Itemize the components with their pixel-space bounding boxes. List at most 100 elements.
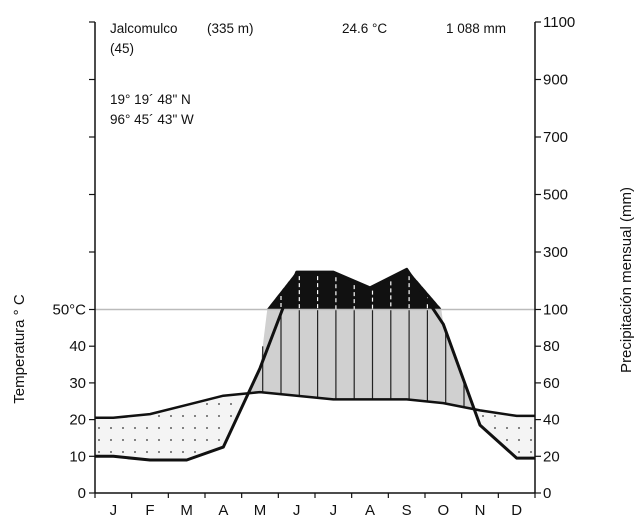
dry-dot xyxy=(218,439,220,441)
left-tick-label: 50°C xyxy=(52,302,86,319)
dry-dot xyxy=(134,427,136,429)
right-tick-label: 700 xyxy=(543,129,568,146)
dry-dot xyxy=(146,427,148,429)
dry-dot xyxy=(206,415,208,417)
right-tick-label: 300 xyxy=(543,244,568,261)
right-tick-label: 60 xyxy=(543,375,560,392)
dry-season-dots xyxy=(98,403,532,453)
dry-dot xyxy=(158,415,160,417)
left-tick-label: 0 xyxy=(78,485,86,502)
dry-dot xyxy=(182,415,184,417)
dry-dot xyxy=(518,439,520,441)
humid-season-fill xyxy=(249,309,474,410)
right-tick-label: 900 xyxy=(543,72,568,89)
dry-dot xyxy=(158,427,160,429)
month-label: F xyxy=(145,502,154,517)
dry-dot xyxy=(170,427,172,429)
dry-dot xyxy=(146,451,148,453)
month-label: S xyxy=(402,502,412,517)
dry-dot xyxy=(110,439,112,441)
precipitation-line xyxy=(95,267,535,462)
dry-dot xyxy=(494,427,496,429)
left-tick-label: 20 xyxy=(69,412,86,429)
dry-dot xyxy=(518,427,520,429)
left-tick-label: 30 xyxy=(69,375,86,392)
month-label: J xyxy=(330,502,338,517)
left-tick-label: 40 xyxy=(69,338,86,355)
dry-dot xyxy=(122,451,124,453)
month-label: M xyxy=(254,502,267,517)
right-tick-label: 100 xyxy=(543,302,568,319)
station-name: Jalcomulco xyxy=(110,21,178,36)
dry-dot xyxy=(518,451,520,453)
left-axis-title: Temperatura ° C xyxy=(11,294,28,404)
month-label: J xyxy=(293,502,301,517)
humid-season-area xyxy=(249,309,474,410)
right-tick-label: 0 xyxy=(543,485,551,502)
dry-season-fill xyxy=(95,393,535,460)
month-label: A xyxy=(218,502,228,517)
dry-dot xyxy=(506,427,508,429)
dry-dot xyxy=(122,427,124,429)
station-years: (45) xyxy=(110,41,134,56)
mean-temperature: 24.6 °C xyxy=(342,21,387,36)
month-label: A xyxy=(365,502,375,517)
right-axis-ticks: 0 20 40 60 80 100 300 500 700 900 1100 xyxy=(535,14,575,502)
month-label: O xyxy=(437,502,449,517)
left-tick-label: 10 xyxy=(69,448,86,465)
dry-dot xyxy=(218,427,220,429)
dry-dot xyxy=(506,439,508,441)
dry-dot xyxy=(134,451,136,453)
right-tick-label: 40 xyxy=(543,412,560,429)
dry-dot xyxy=(530,427,532,429)
dry-dot xyxy=(110,427,112,429)
right-tick-label: 500 xyxy=(543,187,568,204)
dry-dot xyxy=(170,439,172,441)
dry-dot xyxy=(182,451,184,453)
dry-dot xyxy=(194,427,196,429)
month-label: N xyxy=(475,502,486,517)
right-tick-label: 20 xyxy=(543,448,560,465)
dry-dot xyxy=(530,451,532,453)
dry-dot xyxy=(218,415,220,417)
dry-dot xyxy=(230,403,232,405)
month-label: J xyxy=(110,502,118,517)
dry-dot xyxy=(182,427,184,429)
right-axis-title: Precipitación mensual (mm) xyxy=(618,187,635,373)
month-label: M xyxy=(180,502,193,517)
dry-dot xyxy=(158,439,160,441)
dry-dot xyxy=(206,427,208,429)
dry-dot xyxy=(146,439,148,441)
dry-dot xyxy=(230,415,232,417)
station-elevation: (335 m) xyxy=(207,21,254,36)
dry-dot xyxy=(182,439,184,441)
dry-dot xyxy=(98,427,100,429)
dry-dot xyxy=(158,451,160,453)
dry-dot xyxy=(194,439,196,441)
humid-season-hatch xyxy=(262,309,465,408)
dry-dot xyxy=(194,451,196,453)
dry-dot xyxy=(170,415,172,417)
station-latitude: 19° 19´ 48" N xyxy=(110,92,191,107)
dry-dot xyxy=(530,439,532,441)
dry-dot xyxy=(122,439,124,441)
dry-dot xyxy=(206,403,208,405)
dry-dot xyxy=(110,451,112,453)
dry-dot xyxy=(482,415,484,417)
dry-dot xyxy=(494,415,496,417)
right-tick-label: 80 xyxy=(543,338,560,355)
dry-dot xyxy=(218,403,220,405)
axes xyxy=(94,22,536,498)
dry-dot xyxy=(98,451,100,453)
dry-dot xyxy=(134,439,136,441)
dry-dot xyxy=(206,439,208,441)
dry-dot xyxy=(170,451,172,453)
perhumid-area xyxy=(266,268,442,310)
month-label: D xyxy=(511,502,522,517)
station-longitude: 96° 45´ 43" W xyxy=(110,112,194,127)
dry-dot xyxy=(98,439,100,441)
annual-precipitation: 1 088 mm xyxy=(446,21,506,36)
left-axis-ticks: 0 10 20 30 40 50°C xyxy=(52,21,95,502)
